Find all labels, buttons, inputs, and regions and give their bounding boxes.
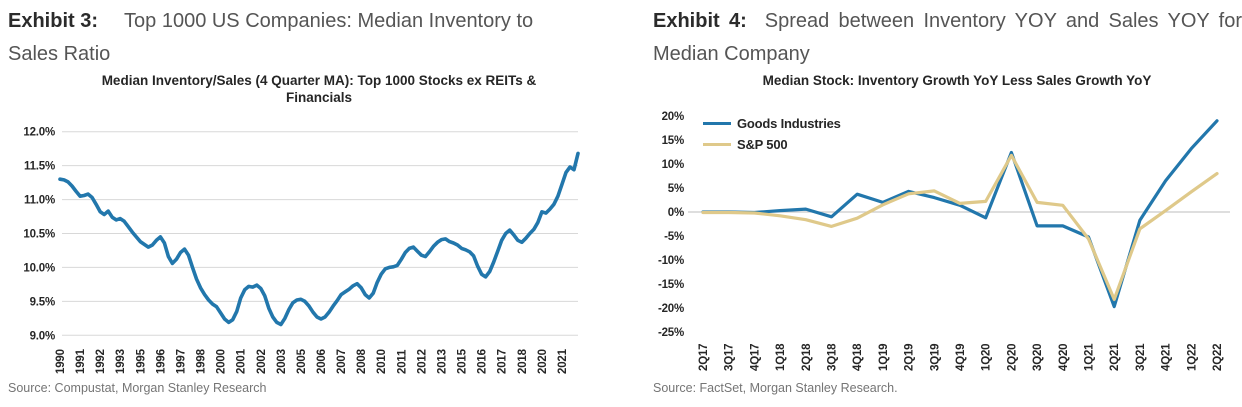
legend-item-sp500: S&P 500 bbox=[703, 134, 841, 155]
x-tick-label: 3Q19 bbox=[929, 344, 941, 371]
x-tick-label: 1996 bbox=[155, 349, 167, 374]
x-tick-label: 3Q21 bbox=[1135, 343, 1147, 371]
x-tick-label: 3Q17 bbox=[724, 344, 736, 371]
x-tick-label: 1995 bbox=[135, 348, 147, 374]
x-tick-label: 1Q19 bbox=[878, 344, 890, 371]
goods-industries-line-swatch-icon bbox=[703, 121, 731, 126]
y-tick-label: 15% bbox=[662, 135, 684, 147]
x-tick-label: 3Q18 bbox=[827, 343, 839, 371]
x-tick-label: 1998 bbox=[196, 348, 208, 374]
y-tick-label: 5% bbox=[668, 183, 684, 195]
x-tick-label: 2000 bbox=[216, 349, 228, 374]
exhibit3-label: Exhibit 3: bbox=[8, 10, 99, 32]
x-tick-label: 2Q17 bbox=[698, 344, 710, 371]
x-tick-label: 2Q20 bbox=[1006, 344, 1018, 371]
x-tick-label: 2Q18 bbox=[801, 343, 813, 371]
x-tick-label: 2011 bbox=[396, 349, 408, 374]
exhibit4-title: Exhibit 4: Spread between Inventory YOY a… bbox=[653, 5, 1242, 71]
inventory-sales-chart-subtitle: Median Inventory/Sales (4 Quarter MA): T… bbox=[101, 73, 537, 105]
x-tick-label: 2010 bbox=[376, 349, 388, 374]
yoy-spread-legend: Goods Industries S&P 500 bbox=[703, 113, 841, 155]
y-tick-label: 9.5% bbox=[30, 296, 55, 308]
x-tick-label: 4Q19 bbox=[955, 344, 967, 371]
x-tick-label: 1993 bbox=[115, 349, 127, 374]
x-tick-label: 2018 bbox=[517, 348, 529, 374]
y-tick-label: -5% bbox=[664, 231, 684, 243]
exhibit4-label: Exhibit 4: bbox=[653, 10, 747, 32]
x-tick-label: 2001 bbox=[236, 348, 248, 374]
y-tick-label: 10.0% bbox=[23, 262, 55, 274]
legend-label-goods-industries: Goods Industries bbox=[737, 116, 841, 131]
x-tick-label: 2015 bbox=[457, 348, 469, 374]
x-tick-label: 2021 bbox=[557, 348, 569, 374]
x-tick-label: 2Q21 bbox=[1109, 343, 1121, 371]
x-tick-label: 4Q18 bbox=[852, 343, 864, 371]
x-tick-label: 2003 bbox=[276, 349, 288, 374]
exhibit4-source: Source: FactSet, Morgan Stanley Research… bbox=[653, 381, 898, 395]
x-tick-label: 1992 bbox=[95, 349, 107, 374]
x-tick-label: 4Q17 bbox=[749, 344, 761, 371]
exhibit3-source: Source: Compustat, Morgan Stanley Resear… bbox=[8, 381, 267, 395]
y-tick-label: 12.0% bbox=[23, 127, 55, 139]
exhibit3-title: Exhibit 3: Top 1000 US Companies: Median … bbox=[8, 5, 576, 71]
sp500-line-swatch-icon bbox=[703, 142, 731, 147]
x-tick-label: 2005 bbox=[296, 348, 308, 374]
series-line-s-p-500 bbox=[701, 153, 1219, 301]
x-tick-label: 2006 bbox=[316, 349, 328, 374]
y-tick-label: -20% bbox=[658, 303, 684, 315]
x-tick-label: 2012 bbox=[416, 349, 428, 374]
y-tick-label: -25% bbox=[658, 327, 684, 339]
x-tick-label: 2013 bbox=[437, 349, 449, 374]
y-tick-label: 11.5% bbox=[24, 161, 55, 173]
exhibit3-title-text: Top 1000 US Companies: Median Inventory … bbox=[8, 10, 534, 65]
yoy-spread-chart-subtitle: Median Stock: Inventory Growth YoY Less … bbox=[762, 73, 1152, 88]
x-tick-label: 2007 bbox=[336, 349, 348, 374]
x-tick-label: 1Q18 bbox=[775, 343, 787, 371]
x-tick-label: 2017 bbox=[497, 349, 509, 374]
x-tick-label: 2008 bbox=[356, 348, 368, 374]
x-tick-label: 2016 bbox=[477, 349, 489, 374]
legend-label-sp500: S&P 500 bbox=[737, 137, 788, 152]
y-tick-label: 11.0% bbox=[24, 195, 55, 207]
x-tick-label: 1Q21 bbox=[1084, 343, 1096, 371]
x-tick-label: 3Q20 bbox=[1032, 344, 1044, 371]
x-tick-label: 1991 bbox=[75, 348, 87, 374]
x-tick-label: 1Q22 bbox=[1186, 344, 1198, 371]
y-tick-label: 20% bbox=[662, 111, 684, 123]
y-tick-label: 10% bbox=[662, 159, 684, 171]
x-tick-label: 1990 bbox=[55, 349, 67, 374]
x-tick-label: 4Q20 bbox=[1058, 344, 1070, 371]
x-tick-label: 1997 bbox=[176, 349, 188, 374]
x-tick-label: 2Q19 bbox=[904, 344, 916, 371]
exhibit4-title-text: Spread between Inventory YOY and Sales Y… bbox=[653, 10, 1242, 65]
x-tick-label: 2020 bbox=[537, 349, 549, 374]
y-tick-label: 10.5% bbox=[23, 229, 55, 241]
y-tick-label: -10% bbox=[658, 255, 684, 267]
legend-item-goods-industries: Goods Industries bbox=[703, 113, 841, 134]
x-tick-label: 1Q20 bbox=[981, 344, 993, 371]
x-tick-label: 2Q22 bbox=[1212, 344, 1224, 371]
x-tick-label: 2002 bbox=[256, 349, 268, 374]
y-tick-label: 9.0% bbox=[30, 330, 55, 342]
x-tick-label: 4Q21 bbox=[1161, 343, 1173, 371]
y-tick-label: -15% bbox=[658, 279, 684, 291]
y-tick-label: 0% bbox=[668, 207, 684, 219]
series-line-median-inventory-sales bbox=[58, 151, 580, 327]
